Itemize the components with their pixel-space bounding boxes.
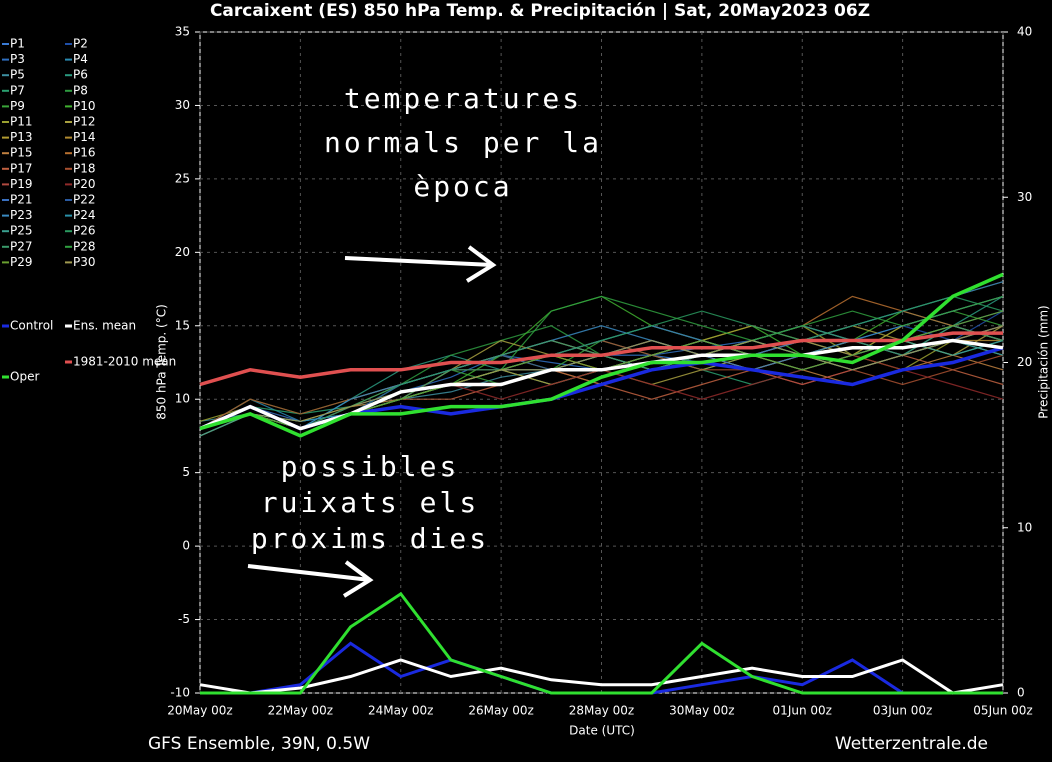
y2-tick-label: 0: [1017, 686, 1025, 700]
chart-title: Carcaixent (ES) 850 hPa Temp. & Precipit…: [210, 1, 870, 21]
legend-label: 1981-2010 mean: [73, 355, 176, 369]
legend-label: P26: [73, 224, 96, 238]
legend-label: P30: [73, 255, 96, 269]
y-tick-label: 5: [182, 465, 190, 479]
annotation: ruixats els: [261, 486, 479, 519]
x-tick-label: 26May 00z: [468, 704, 533, 718]
legend-label: Oper: [10, 370, 39, 384]
temp-line: [199, 272, 1004, 438]
precip-line: [199, 658, 1004, 695]
legend-label: P21: [10, 193, 33, 207]
annotation: normals per la: [324, 126, 602, 159]
legend-label: P18: [73, 161, 96, 175]
legend-label: P10: [73, 99, 96, 113]
x-tick-label: 28May 00z: [569, 704, 634, 718]
temp-line: [199, 295, 1004, 430]
legend-label: P4: [73, 52, 88, 66]
legend-label: P23: [10, 208, 33, 222]
legend-label: P28: [73, 239, 96, 253]
temp-line: [199, 338, 1004, 431]
y2-tick-label: 20: [1017, 355, 1032, 369]
legend-label: P29: [10, 255, 33, 269]
footer-left: GFS Ensemble, 39N, 0.5W: [148, 734, 370, 754]
temp-line: [199, 295, 1004, 430]
legend-label: P12: [73, 115, 96, 129]
y-tick-label: 35: [175, 25, 190, 39]
y-tick-label: 15: [175, 318, 190, 332]
y-tick-label: -5: [178, 612, 190, 626]
y-tick-label: -10: [170, 686, 190, 700]
legend-label: P27: [10, 239, 33, 253]
y-tick-label: 0: [182, 539, 190, 553]
arrow: [344, 256, 494, 267]
x-tick-label: 30May 00z: [669, 704, 734, 718]
y-tick-label: 10: [175, 392, 190, 406]
legend-label: P11: [10, 115, 33, 129]
precip-line: [200, 591, 1003, 695]
arrow-head: [342, 560, 374, 598]
y-tick-label: 25: [175, 171, 190, 185]
legend-label: P5: [10, 68, 25, 82]
x-tick-label: 22May 00z: [268, 704, 333, 718]
legend-label: P2: [73, 37, 88, 51]
legend-label: P9: [10, 99, 25, 113]
legend-label: P7: [10, 83, 25, 97]
arrow: [247, 564, 371, 582]
legend-label: P25: [10, 224, 33, 238]
x-tick-label: 03Jun 00z: [873, 704, 932, 718]
y2-tick-label: 40: [1017, 25, 1032, 39]
x-tick-label: 24May 00z: [368, 704, 433, 718]
y2-tick-label: 30: [1017, 190, 1032, 204]
x-tick-label: 01Jun 00z: [773, 704, 832, 718]
legend-label: P24: [73, 208, 96, 222]
footer-right: Wetterzentrale.de: [835, 734, 988, 754]
y-tick-label: 20: [175, 245, 190, 259]
legend-label: P16: [73, 146, 96, 160]
annotation: proxims dies: [251, 522, 489, 555]
legend-label: P15: [10, 146, 33, 160]
y2-axis-label: Precipitación (mm): [1037, 305, 1051, 418]
y-axis-label: 850 hPa Temp. (°C): [155, 304, 169, 420]
legend-label: P13: [10, 130, 33, 144]
legend-label: P6: [73, 68, 88, 82]
legend-label: P20: [73, 177, 96, 191]
temp-line: [199, 331, 1003, 387]
legend-label: P14: [73, 130, 96, 144]
y-tick-label: 30: [175, 98, 190, 112]
legend-label: P1: [10, 37, 25, 51]
legend-label: P19: [10, 177, 33, 191]
x-tick-label: 20May 00z: [167, 704, 232, 718]
legend-label: P17: [10, 161, 33, 175]
annotation: possibles: [281, 450, 460, 483]
legend-label: P3: [10, 52, 25, 66]
annotation: temperatures: [344, 82, 582, 115]
arrow-head: [465, 245, 497, 283]
y2-tick-label: 10: [1017, 520, 1032, 534]
legend-label: Ens. mean: [73, 319, 136, 333]
legend-label: Control: [10, 319, 53, 333]
legend-label: P8: [73, 83, 88, 97]
annotation: època: [413, 170, 512, 203]
x-axis-label: Date (UTC): [569, 724, 635, 738]
legend-label: P22: [73, 193, 96, 207]
x-tick-label: 05Jun 00z: [973, 704, 1032, 718]
